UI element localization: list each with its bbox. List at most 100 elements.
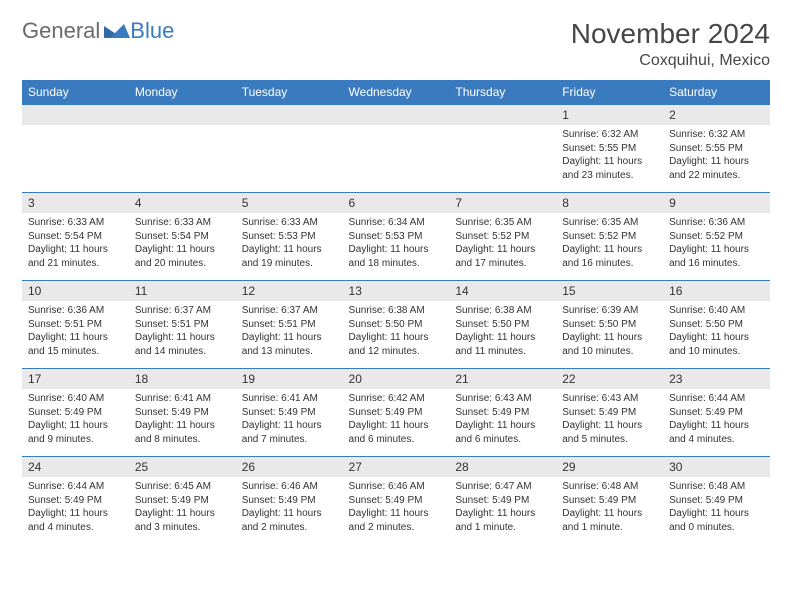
calendar-week-row: 24Sunrise: 6:44 AMSunset: 5:49 PMDayligh… xyxy=(22,457,770,545)
day-number: 24 xyxy=(22,457,129,477)
column-header: Monday xyxy=(129,80,236,105)
calendar-cell: 27Sunrise: 6:46 AMSunset: 5:49 PMDayligh… xyxy=(343,457,450,545)
day-details: Sunrise: 6:36 AMSunset: 5:51 PMDaylight:… xyxy=(22,301,129,363)
day-details xyxy=(236,125,343,133)
calendar-cell: 15Sunrise: 6:39 AMSunset: 5:50 PMDayligh… xyxy=(556,281,663,369)
day-details: Sunrise: 6:34 AMSunset: 5:53 PMDaylight:… xyxy=(343,213,450,275)
calendar-cell: 7Sunrise: 6:35 AMSunset: 5:52 PMDaylight… xyxy=(449,193,556,281)
day-number: 17 xyxy=(22,369,129,389)
column-header: Tuesday xyxy=(236,80,343,105)
day-details: Sunrise: 6:43 AMSunset: 5:49 PMDaylight:… xyxy=(449,389,556,451)
day-details: Sunrise: 6:36 AMSunset: 5:52 PMDaylight:… xyxy=(663,213,770,275)
day-details: Sunrise: 6:33 AMSunset: 5:53 PMDaylight:… xyxy=(236,213,343,275)
calendar-week-row: 17Sunrise: 6:40 AMSunset: 5:49 PMDayligh… xyxy=(22,369,770,457)
calendar-body: 1Sunrise: 6:32 AMSunset: 5:55 PMDaylight… xyxy=(22,105,770,545)
page-subtitle: Coxquihui, Mexico xyxy=(571,52,770,70)
day-details: Sunrise: 6:47 AMSunset: 5:49 PMDaylight:… xyxy=(449,477,556,539)
day-details: Sunrise: 6:32 AMSunset: 5:55 PMDaylight:… xyxy=(663,125,770,187)
calendar-week-row: 1Sunrise: 6:32 AMSunset: 5:55 PMDaylight… xyxy=(22,105,770,193)
day-number: 12 xyxy=(236,281,343,301)
day-details: Sunrise: 6:37 AMSunset: 5:51 PMDaylight:… xyxy=(129,301,236,363)
day-details xyxy=(22,125,129,133)
day-number: 16 xyxy=(663,281,770,301)
day-details: Sunrise: 6:37 AMSunset: 5:51 PMDaylight:… xyxy=(236,301,343,363)
day-details: Sunrise: 6:40 AMSunset: 5:49 PMDaylight:… xyxy=(22,389,129,451)
calendar-cell: 8Sunrise: 6:35 AMSunset: 5:52 PMDaylight… xyxy=(556,193,663,281)
calendar-cell xyxy=(236,105,343,193)
calendar-cell: 29Sunrise: 6:48 AMSunset: 5:49 PMDayligh… xyxy=(556,457,663,545)
day-number: 15 xyxy=(556,281,663,301)
day-details xyxy=(449,125,556,133)
calendar-cell: 21Sunrise: 6:43 AMSunset: 5:49 PMDayligh… xyxy=(449,369,556,457)
calendar-cell: 22Sunrise: 6:43 AMSunset: 5:49 PMDayligh… xyxy=(556,369,663,457)
calendar-cell: 9Sunrise: 6:36 AMSunset: 5:52 PMDaylight… xyxy=(663,193,770,281)
day-number: 21 xyxy=(449,369,556,389)
day-details: Sunrise: 6:38 AMSunset: 5:50 PMDaylight:… xyxy=(343,301,450,363)
calendar-cell xyxy=(449,105,556,193)
day-details: Sunrise: 6:41 AMSunset: 5:49 PMDaylight:… xyxy=(236,389,343,451)
calendar-week-row: 10Sunrise: 6:36 AMSunset: 5:51 PMDayligh… xyxy=(22,281,770,369)
day-number: 6 xyxy=(343,193,450,213)
calendar-cell: 17Sunrise: 6:40 AMSunset: 5:49 PMDayligh… xyxy=(22,369,129,457)
day-number: 2 xyxy=(663,105,770,125)
day-details: Sunrise: 6:44 AMSunset: 5:49 PMDaylight:… xyxy=(22,477,129,539)
day-number xyxy=(22,105,129,125)
day-details: Sunrise: 6:43 AMSunset: 5:49 PMDaylight:… xyxy=(556,389,663,451)
calendar-cell: 30Sunrise: 6:48 AMSunset: 5:49 PMDayligh… xyxy=(663,457,770,545)
calendar-cell: 14Sunrise: 6:38 AMSunset: 5:50 PMDayligh… xyxy=(449,281,556,369)
day-number: 23 xyxy=(663,369,770,389)
day-number xyxy=(343,105,450,125)
column-header: Thursday xyxy=(449,80,556,105)
calendar-cell: 26Sunrise: 6:46 AMSunset: 5:49 PMDayligh… xyxy=(236,457,343,545)
header: General Blue November 2024 Coxquihui, Me… xyxy=(22,18,770,70)
day-number: 29 xyxy=(556,457,663,477)
day-details: Sunrise: 6:48 AMSunset: 5:49 PMDaylight:… xyxy=(556,477,663,539)
logo: General Blue xyxy=(22,18,174,44)
day-number: 9 xyxy=(663,193,770,213)
calendar-cell: 23Sunrise: 6:44 AMSunset: 5:49 PMDayligh… xyxy=(663,369,770,457)
column-header: Friday xyxy=(556,80,663,105)
calendar-cell: 2Sunrise: 6:32 AMSunset: 5:55 PMDaylight… xyxy=(663,105,770,193)
day-details: Sunrise: 6:35 AMSunset: 5:52 PMDaylight:… xyxy=(449,213,556,275)
day-number xyxy=(129,105,236,125)
day-details: Sunrise: 6:40 AMSunset: 5:50 PMDaylight:… xyxy=(663,301,770,363)
calendar-cell: 20Sunrise: 6:42 AMSunset: 5:49 PMDayligh… xyxy=(343,369,450,457)
calendar-table: SundayMondayTuesdayWednesdayThursdayFrid… xyxy=(22,80,770,545)
calendar-cell: 3Sunrise: 6:33 AMSunset: 5:54 PMDaylight… xyxy=(22,193,129,281)
day-details xyxy=(343,125,450,133)
calendar-head: SundayMondayTuesdayWednesdayThursdayFrid… xyxy=(22,80,770,105)
calendar-cell xyxy=(22,105,129,193)
calendar-cell xyxy=(343,105,450,193)
calendar-cell: 6Sunrise: 6:34 AMSunset: 5:53 PMDaylight… xyxy=(343,193,450,281)
calendar-cell: 16Sunrise: 6:40 AMSunset: 5:50 PMDayligh… xyxy=(663,281,770,369)
day-details: Sunrise: 6:48 AMSunset: 5:49 PMDaylight:… xyxy=(663,477,770,539)
calendar-cell xyxy=(129,105,236,193)
calendar-cell: 19Sunrise: 6:41 AMSunset: 5:49 PMDayligh… xyxy=(236,369,343,457)
calendar-cell: 28Sunrise: 6:47 AMSunset: 5:49 PMDayligh… xyxy=(449,457,556,545)
day-details: Sunrise: 6:42 AMSunset: 5:49 PMDaylight:… xyxy=(343,389,450,451)
day-number: 28 xyxy=(449,457,556,477)
calendar-cell: 18Sunrise: 6:41 AMSunset: 5:49 PMDayligh… xyxy=(129,369,236,457)
logo-word-1: General xyxy=(22,18,100,44)
calendar-cell: 13Sunrise: 6:38 AMSunset: 5:50 PMDayligh… xyxy=(343,281,450,369)
day-number: 8 xyxy=(556,193,663,213)
calendar-cell: 11Sunrise: 6:37 AMSunset: 5:51 PMDayligh… xyxy=(129,281,236,369)
day-details: Sunrise: 6:41 AMSunset: 5:49 PMDaylight:… xyxy=(129,389,236,451)
day-number: 4 xyxy=(129,193,236,213)
calendar-cell: 24Sunrise: 6:44 AMSunset: 5:49 PMDayligh… xyxy=(22,457,129,545)
day-details: Sunrise: 6:32 AMSunset: 5:55 PMDaylight:… xyxy=(556,125,663,187)
calendar-cell: 12Sunrise: 6:37 AMSunset: 5:51 PMDayligh… xyxy=(236,281,343,369)
day-details: Sunrise: 6:46 AMSunset: 5:49 PMDaylight:… xyxy=(236,477,343,539)
day-number xyxy=(236,105,343,125)
day-number: 18 xyxy=(129,369,236,389)
day-number: 27 xyxy=(343,457,450,477)
day-details: Sunrise: 6:35 AMSunset: 5:52 PMDaylight:… xyxy=(556,213,663,275)
day-details: Sunrise: 6:39 AMSunset: 5:50 PMDaylight:… xyxy=(556,301,663,363)
day-number xyxy=(449,105,556,125)
day-number: 25 xyxy=(129,457,236,477)
day-number: 14 xyxy=(449,281,556,301)
day-number: 22 xyxy=(556,369,663,389)
column-header: Wednesday xyxy=(343,80,450,105)
day-number: 30 xyxy=(663,457,770,477)
column-header: Saturday xyxy=(663,80,770,105)
